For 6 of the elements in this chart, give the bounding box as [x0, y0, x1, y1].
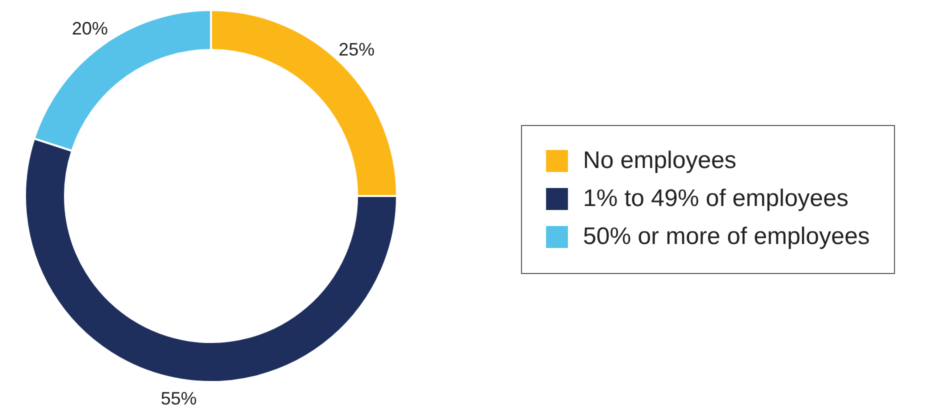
data-label: 25% [338, 39, 375, 60]
data-label: 20% [72, 18, 108, 38]
legend-label: 50% or more of employees [583, 223, 870, 250]
legend-label: 1% to 49% of employees [583, 185, 848, 212]
legend-label: No employees [583, 147, 736, 174]
data-label: 55% [160, 388, 197, 408]
